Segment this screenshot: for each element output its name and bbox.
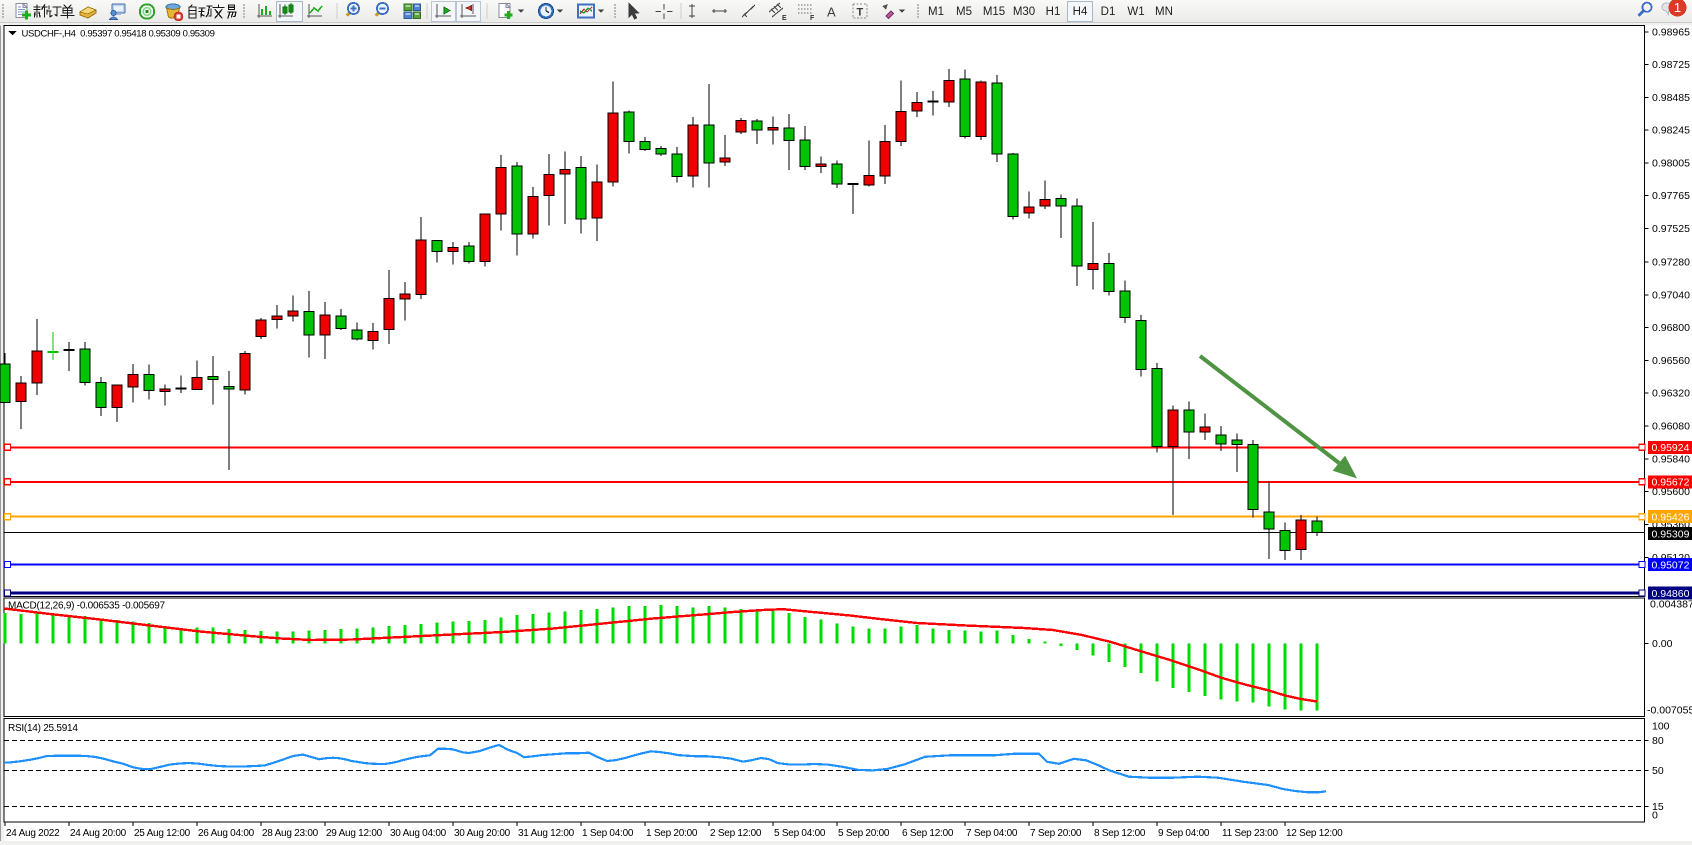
svg-text:24 Aug 2022: 24 Aug 2022 [6, 828, 60, 839]
svg-text:-0.007055: -0.007055 [1647, 705, 1692, 717]
svg-text:F: F [810, 15, 815, 22]
svg-text:1 Sep 20:00: 1 Sep 20:00 [646, 828, 698, 839]
svg-text:26 Aug 04:00: 26 Aug 04:00 [198, 828, 255, 839]
svg-text:0.97525: 0.97525 [1652, 223, 1690, 235]
svg-text:28 Aug 23:00: 28 Aug 23:00 [262, 828, 319, 839]
svg-text:1: 1 [1674, 0, 1681, 15]
svg-text:M5: M5 [956, 6, 972, 18]
svg-text:6 Sep 12:00: 6 Sep 12:00 [902, 828, 954, 839]
svg-text:0.95924: 0.95924 [1652, 442, 1690, 454]
svg-text:M1: M1 [928, 6, 944, 18]
svg-text:RSI(14) 25.5914: RSI(14) 25.5914 [8, 723, 78, 734]
svg-text:80: 80 [1652, 735, 1664, 747]
svg-text:0.98485: 0.98485 [1652, 92, 1690, 104]
svg-text:0.004387: 0.004387 [1650, 599, 1692, 611]
svg-text:1 Sep 04:00: 1 Sep 04:00 [582, 828, 634, 839]
svg-text:15: 15 [1652, 801, 1664, 813]
svg-text:0.95309: 0.95309 [1652, 528, 1690, 540]
svg-text:24 Aug 20:00: 24 Aug 20:00 [70, 828, 127, 839]
svg-text:M15: M15 [983, 6, 1005, 18]
svg-text:W1: W1 [1127, 6, 1144, 18]
svg-text:0.97765: 0.97765 [1652, 190, 1690, 202]
svg-text:0.98005: 0.98005 [1652, 157, 1690, 169]
svg-text:MN: MN [1155, 6, 1173, 18]
svg-text:0.00: 0.00 [1652, 638, 1673, 650]
svg-text:0.95840: 0.95840 [1652, 453, 1690, 465]
svg-text:12 Sep 12:00: 12 Sep 12:00 [1286, 828, 1343, 839]
svg-text:7 Sep 04:00: 7 Sep 04:00 [966, 828, 1018, 839]
svg-text:0.98965: 0.98965 [1652, 26, 1690, 38]
svg-text:100: 100 [1652, 721, 1670, 733]
svg-text:MACD(12,26,9) -0.006535 -0.005: MACD(12,26,9) -0.006535 -0.005697 [8, 601, 166, 612]
svg-text:0.98245: 0.98245 [1652, 125, 1690, 137]
svg-text:0: 0 [1652, 810, 1658, 822]
svg-text:T: T [857, 7, 864, 19]
svg-text:0.95072: 0.95072 [1652, 559, 1690, 571]
svg-text:7 Sep 20:00: 7 Sep 20:00 [1030, 828, 1082, 839]
svg-text:5 Sep 04:00: 5 Sep 04:00 [774, 828, 826, 839]
svg-text:M30: M30 [1013, 6, 1035, 18]
svg-text:E: E [782, 15, 787, 22]
svg-text:USDCHF-,H4 0.95397 0.95418 0.: USDCHF-,H4 0.95397 0.95418 0.95309 0.953… [22, 28, 215, 39]
svg-text:29 Aug 12:00: 29 Aug 12:00 [326, 828, 383, 839]
svg-text:0.98725: 0.98725 [1652, 59, 1690, 71]
svg-text:0.95426: 0.95426 [1652, 511, 1690, 523]
svg-text:0.96560: 0.96560 [1652, 355, 1690, 367]
svg-text:H1: H1 [1046, 6, 1061, 18]
svg-text:0.97040: 0.97040 [1652, 289, 1690, 301]
svg-text:50: 50 [1652, 765, 1664, 777]
svg-text:0.95672: 0.95672 [1652, 477, 1690, 489]
svg-text:5 Sep 20:00: 5 Sep 20:00 [838, 828, 890, 839]
svg-text:H4: H4 [1073, 6, 1088, 18]
svg-text:25 Aug 12:00: 25 Aug 12:00 [134, 828, 191, 839]
svg-text:0.96800: 0.96800 [1652, 322, 1690, 334]
svg-text:30 Aug 04:00: 30 Aug 04:00 [390, 828, 447, 839]
svg-text:0.96080: 0.96080 [1652, 421, 1690, 433]
svg-text:31 Aug 12:00: 31 Aug 12:00 [518, 828, 575, 839]
svg-text:8 Sep 12:00: 8 Sep 12:00 [1094, 828, 1146, 839]
svg-text:0.94860: 0.94860 [1652, 588, 1690, 600]
svg-text:11 Sep 23:00: 11 Sep 23:00 [1222, 828, 1278, 839]
svg-text:30 Aug 20:00: 30 Aug 20:00 [454, 828, 511, 839]
svg-text:A: A [827, 5, 836, 20]
svg-text:9 Sep 04:00: 9 Sep 04:00 [1158, 828, 1210, 839]
svg-text:2 Sep 12:00: 2 Sep 12:00 [710, 828, 762, 839]
svg-text:D1: D1 [1101, 6, 1116, 18]
svg-text:0.96320: 0.96320 [1652, 388, 1690, 400]
svg-text:0.97280: 0.97280 [1652, 257, 1690, 269]
svg-text:0.95600: 0.95600 [1652, 486, 1690, 498]
